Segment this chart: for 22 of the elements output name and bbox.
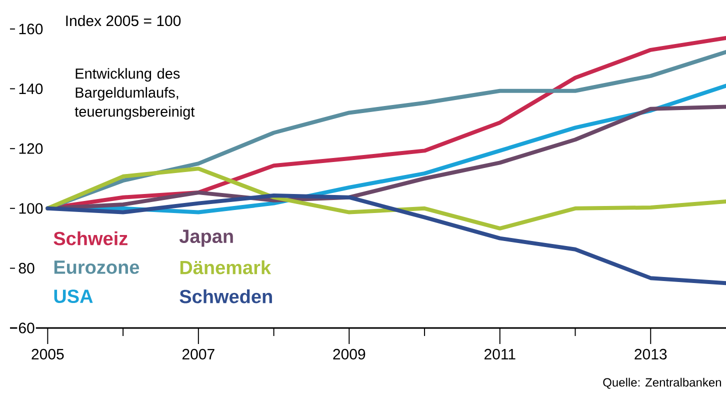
line-series: [46, 166, 726, 230]
y-axis-title: Index 2005 = 100: [66, 15, 181, 26]
text: USA: [54, 290, 93, 304]
text: Schweden: [180, 289, 272, 304]
series-label: Schweiz: [54, 231, 128, 246]
text: Entwicklung des Bargeldumlaufs, teuerungsbereinigt: [74, 68, 195, 120]
y-tick-label: 80: [18, 262, 34, 274]
x-tick-label: 2009: [333, 348, 366, 360]
source-note: Quelle: Zentralbanken: [603, 378, 722, 389]
line-series: [46, 194, 726, 286]
text: Eurozone: [54, 260, 140, 274]
x-tick-label: 2011: [484, 348, 516, 360]
series-label: Japan: [179, 230, 233, 247]
x-tick-label: 2013: [634, 348, 667, 360]
y-tick-label: 60: [18, 322, 34, 334]
text: Dänemark: [180, 260, 272, 274]
y-tick-label: 100: [19, 203, 43, 214]
x-tick-label: 2005: [32, 348, 64, 360]
y-tick-label: 120: [19, 143, 43, 154]
y-tick-label: 140: [19, 83, 43, 94]
y-tick-label: 160: [19, 24, 43, 34]
x-tick-label: 2007: [182, 348, 214, 360]
